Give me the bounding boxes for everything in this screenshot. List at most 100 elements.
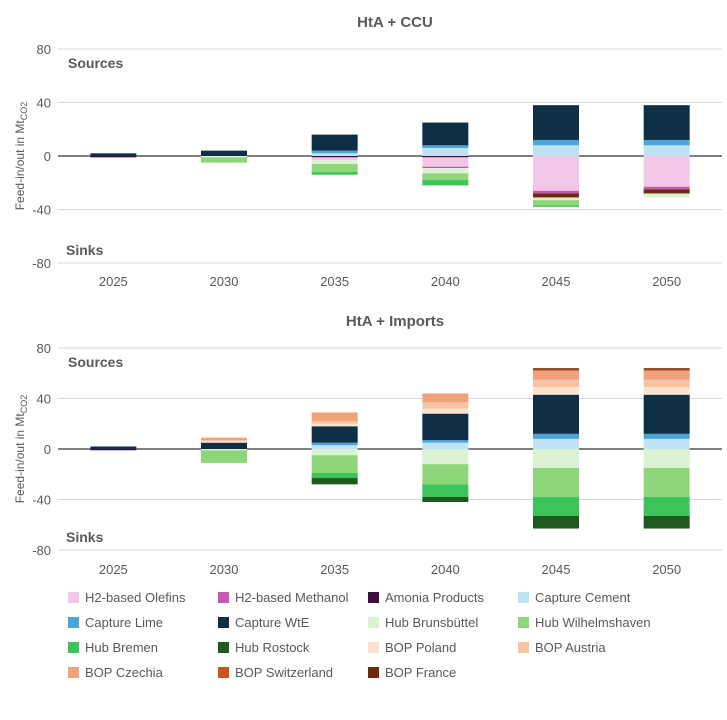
legend-item: Hub Rostock: [218, 638, 309, 656]
x-tick-label: 2025: [99, 274, 128, 289]
y-tick-label: 0: [44, 149, 51, 164]
legend-label: Hub Brunsbüttel: [385, 614, 479, 630]
legend-item: Hub Brunsbüttel: [368, 613, 478, 631]
legend-label: BOP Austria: [535, 639, 606, 655]
legend-item: H2-based Methanol: [218, 588, 348, 606]
legend-label: BOP France: [385, 664, 457, 680]
bar-segment: [201, 156, 247, 158]
bar-segment: [533, 438, 579, 449]
bar-segment: [422, 180, 469, 186]
bar-segment: [201, 157, 247, 163]
bar-segment: [90, 153, 137, 156]
legend-item: Capture WtE: [218, 613, 309, 631]
bar-segment: [533, 467, 579, 497]
sinks-annotation: Sinks: [66, 242, 104, 258]
bar-segment: [422, 166, 469, 169]
bar-segment: [311, 172, 358, 175]
legend-item: BOP France: [368, 663, 456, 681]
bar-segment: [643, 189, 690, 194]
bar-segment: [422, 173, 469, 181]
bar-segment: [643, 369, 690, 371]
x-tick-label: 2045: [542, 274, 571, 289]
bar-segment: [643, 394, 690, 434]
legend-label: Hub Rostock: [235, 639, 310, 655]
bar-segment: [533, 515, 579, 529]
x-tick-label: 2035: [320, 562, 349, 577]
legend-swatch: [518, 641, 529, 653]
bar-segment: [422, 442, 469, 449]
legend-swatch: [518, 591, 529, 603]
bar-segment: [201, 442, 247, 449]
bar-segment: [643, 145, 690, 156]
bar-segment: [311, 455, 358, 473]
bar-segment: [533, 193, 579, 198]
sources-annotation: Sources: [68, 354, 123, 370]
chart-panel-1: HtA + CCU -80 -40 0 40 80 Feed-in/out in MtCO2…: [13, 14, 722, 289]
bar-segment: [643, 387, 690, 395]
bar-segment: [311, 449, 358, 456]
y-tick-label: -80: [32, 543, 51, 558]
y-tick-label: -40: [32, 493, 51, 508]
bar-segment: [643, 368, 690, 370]
charts-canvas: HtA + CCU -80 -40 0 40 80 Feed-in/out in MtCO2…: [13, 14, 722, 577]
legend-label: Hub Wilhelmshaven: [535, 614, 651, 630]
bar-segment: [533, 433, 579, 439]
bar-segment: [422, 393, 469, 403]
y-tick-label: 0: [44, 442, 51, 457]
bar-segment: [643, 515, 690, 529]
legend-label: H2-based Methanol: [235, 589, 349, 605]
bar-segment: [311, 423, 358, 427]
legend-swatch: [368, 616, 379, 628]
legend-swatch: [218, 641, 229, 653]
legend-swatch: [68, 641, 79, 653]
legend-item: Capture Cement: [518, 588, 630, 606]
legend-swatch: [68, 616, 79, 628]
bar-segment: [311, 426, 358, 443]
bar-segment: [643, 370, 690, 380]
legend-item: Hub Wilhelmshaven: [518, 613, 651, 631]
legend-item: H2-based Olefins: [68, 588, 185, 606]
legend-label: BOP Switzerland: [235, 664, 334, 680]
bar-segment: [643, 193, 690, 198]
x-tick-label: 2030: [210, 274, 239, 289]
bar-segment: [533, 190, 579, 194]
bar-segment: [311, 156, 358, 158]
bar-segment: [311, 153, 358, 156]
bar-segment: [422, 168, 469, 174]
legend-swatch: [518, 616, 529, 628]
x-tick-label: 2030: [210, 562, 239, 577]
bar-segment: [643, 438, 690, 449]
legend-label: Amonia Products: [385, 589, 484, 605]
chart-panel-2: HtA + Imports -80 -40 0 40 80 Feed-in/out in M…: [13, 313, 722, 577]
legend-swatch: [218, 666, 229, 678]
legend-item: BOP Austria: [518, 638, 606, 656]
bar-segment: [311, 478, 358, 485]
bar-segment: [201, 437, 247, 441]
bar-segment: [643, 379, 690, 388]
bar-segment: [422, 464, 469, 485]
bar-segment: [533, 200, 579, 206]
x-tick-label: 2050: [652, 274, 681, 289]
legend-swatch: [218, 591, 229, 603]
bar-segment: [311, 164, 358, 173]
bar-segment: [643, 156, 690, 187]
bar-segment: [643, 139, 690, 146]
legend-swatch: [218, 616, 229, 628]
legend-swatch: [368, 641, 379, 653]
bar-segment: [311, 160, 358, 165]
x-tick-label: 2035: [320, 274, 349, 289]
bar-segment: [643, 496, 690, 516]
y-axis-label: Feed-in/out in MtCO2: [13, 395, 29, 504]
bar-segment: [643, 467, 690, 497]
bar-segment: [533, 496, 579, 516]
legend-swatch: [368, 666, 379, 678]
bar-segment: [643, 433, 690, 439]
bar-segment: [643, 186, 690, 190]
bar-segment: [533, 139, 579, 146]
x-tick-label: 2025: [99, 562, 128, 577]
legend-swatch: [68, 591, 79, 603]
bar-segment: [311, 150, 358, 154]
legend-label: Capture Lime: [85, 614, 164, 630]
bar-segment: [201, 441, 247, 443]
bar-segment: [201, 450, 247, 463]
